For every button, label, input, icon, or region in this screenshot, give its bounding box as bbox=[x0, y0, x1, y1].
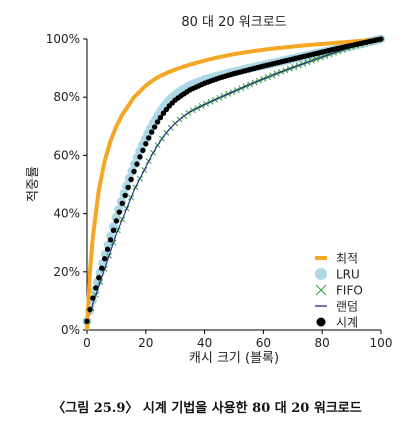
legend-label: FIFO bbox=[336, 284, 363, 298]
clock-point bbox=[146, 135, 152, 141]
clock-point bbox=[160, 110, 167, 116]
random-line bbox=[86, 38, 382, 322]
plot-area bbox=[82, 34, 386, 331]
clock-point bbox=[96, 274, 102, 281]
clock-point bbox=[154, 119, 161, 125]
clock-point bbox=[87, 306, 93, 313]
legend-swatch bbox=[315, 284, 327, 296]
clock-point bbox=[148, 129, 155, 135]
clock-point bbox=[99, 265, 105, 271]
y-tick-label: 0% bbox=[61, 323, 80, 337]
clock-point bbox=[134, 161, 140, 167]
clock-point bbox=[93, 285, 99, 291]
clock-point bbox=[84, 318, 90, 324]
clock-point bbox=[151, 124, 158, 130]
x-tick-label: 40 bbox=[197, 336, 212, 350]
legend-label: 시계 bbox=[336, 316, 358, 330]
legend-item: 랜덤 bbox=[315, 300, 358, 314]
clock-point bbox=[101, 256, 108, 262]
x-tick-label: 80 bbox=[315, 336, 330, 350]
clock-point bbox=[104, 246, 111, 252]
clock-point bbox=[116, 209, 123, 215]
y-tick-label: 60% bbox=[53, 148, 80, 162]
x-tick-label: 20 bbox=[138, 336, 153, 350]
hit-rate-chart: 80 대 20 워크로드 적중률 캐시 크기 (블록) 0% 20% 40% 60% 8… bbox=[26, 15, 393, 366]
x-tick-label: 60 bbox=[256, 336, 271, 350]
x-tick-label: 100 bbox=[370, 336, 393, 350]
legend-label: LRU bbox=[336, 268, 360, 282]
clock-point bbox=[157, 114, 164, 121]
clock-point bbox=[90, 295, 96, 301]
y-tick-label: 80% bbox=[53, 90, 80, 104]
legend-item: LRU bbox=[315, 268, 360, 282]
legend-item: 최적 bbox=[315, 252, 358, 266]
axis-ticks: 0% 20% 40% 60% 80% 100% 0 20 40 60 80 100 bbox=[46, 32, 393, 350]
clock-point bbox=[137, 154, 143, 160]
legend-label: 최적 bbox=[336, 252, 358, 266]
clock-point bbox=[122, 192, 128, 199]
y-tick-label: 40% bbox=[53, 207, 80, 221]
clock-point bbox=[107, 237, 114, 243]
optimal-line bbox=[85, 37, 382, 331]
legend-swatch bbox=[316, 317, 326, 327]
legend-label: 랜덤 bbox=[336, 300, 358, 314]
clock-point bbox=[113, 218, 120, 224]
clock-point bbox=[110, 227, 117, 234]
chart-title: 80 대 20 워크로드 bbox=[181, 15, 286, 30]
clock-point bbox=[131, 168, 137, 175]
clock-point bbox=[128, 176, 134, 183]
clock-point bbox=[143, 141, 149, 147]
figure-caption: 〈그림 25.9〉 시계 기법을 사용한 80 대 20 워크로드 bbox=[52, 401, 362, 416]
x-tick-label: 0 bbox=[83, 336, 91, 350]
x-axis-label: 캐시 크기 (블록) bbox=[189, 351, 279, 366]
legend-swatch bbox=[315, 268, 327, 280]
clock-point bbox=[140, 147, 146, 154]
clock-point bbox=[119, 200, 125, 207]
clock-point bbox=[125, 184, 131, 191]
clock-point bbox=[378, 36, 384, 42]
legend-item: FIFO bbox=[315, 284, 363, 298]
legend-item: 시계 bbox=[316, 316, 358, 330]
clock-point bbox=[163, 106, 170, 113]
y-axis-label: 적중률 bbox=[26, 166, 41, 202]
y-tick-label: 20% bbox=[53, 265, 80, 279]
y-tick-label: 100% bbox=[46, 32, 80, 46]
